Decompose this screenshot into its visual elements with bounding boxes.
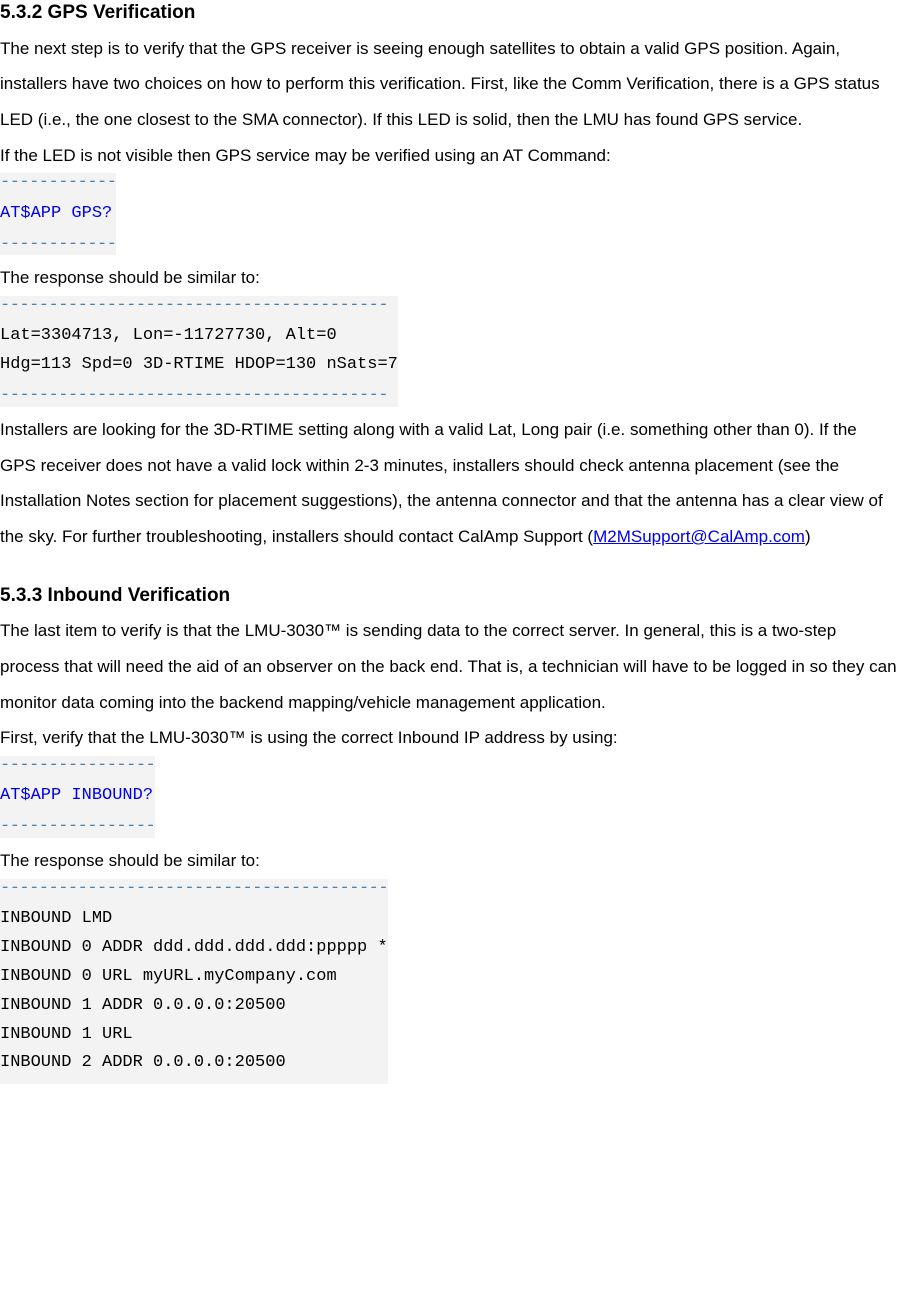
inbound-intro-para: The last item to verify is that the LMU-…	[0, 613, 897, 720]
inbound-response-line5: INBOUND 1 URL	[0, 1021, 388, 1050]
code-border-bottom: ------------	[0, 235, 116, 255]
inbound-verify-para: First, verify that the LMU-3030™ is usin…	[0, 720, 897, 756]
section-heading-gps: 5.3.2 GPS Verification	[0, 0, 897, 27]
code-border-top: ----------------------------------------	[0, 879, 388, 899]
code-border-top: ----------------------------------------	[0, 296, 398, 316]
gps-response-line1: Lat=3304713, Lon=-11727730, Alt=0	[0, 322, 398, 351]
code-border-top: ------------	[0, 173, 116, 193]
section-heading-inbound: 5.3.3 Inbound Verification	[0, 583, 897, 610]
inbound-response-block: ----------------------------------------…	[0, 879, 388, 1085]
inbound-response-line4: INBOUND 1 ADDR 0.0.0.0:20500	[0, 992, 388, 1021]
gps-command-block: ------------ AT$APP GPS? ------------	[0, 173, 116, 255]
code-border-bottom: ----------------	[0, 817, 155, 837]
gps-troubleshoot-after: )	[805, 527, 811, 546]
inbound-response-line1: INBOUND LMD	[0, 905, 388, 934]
gps-response-content: Lat=3304713, Lon=-11727730, Alt=0 Hdg=11…	[0, 316, 398, 386]
gps-troubleshoot-para: Installers are looking for the 3D-RTIME …	[0, 412, 897, 555]
inbound-command-block: ---------------- AT$APP INBOUND? -------…	[0, 756, 155, 838]
gps-response-line2: Hdg=113 Spd=0 3D-RTIME HDOP=130 nSats=7	[0, 351, 398, 380]
gps-at-command: AT$APP GPS?	[0, 194, 116, 235]
inbound-response-line2: INBOUND 0 ADDR ddd.ddd.ddd.ddd:ppppp *	[0, 934, 388, 963]
section-spacer	[0, 555, 897, 583]
gps-response-label: The response should be similar to:	[0, 260, 897, 296]
code-border-top: ----------------	[0, 756, 155, 776]
gps-intro-para: The next step is to verify that the GPS …	[0, 31, 897, 138]
inbound-response-label: The response should be similar to:	[0, 843, 897, 879]
inbound-response-line6: INBOUND 2 ADDR 0.0.0.0:20500	[0, 1049, 388, 1078]
gps-response-block: ----------------------------------------…	[0, 296, 398, 407]
inbound-response-content: INBOUND LMD INBOUND 0 ADDR ddd.ddd.ddd.d…	[0, 899, 388, 1084]
inbound-at-command: AT$APP INBOUND?	[0, 776, 155, 817]
code-border-bottom: ----------------------------------------	[0, 386, 398, 406]
gps-led-para: If the LED is not visible then GPS servi…	[0, 138, 897, 174]
inbound-response-line3: INBOUND 0 URL myURL.myCompany.com	[0, 963, 388, 992]
support-email-link[interactable]: M2MSupport@CalAmp.com	[593, 527, 805, 546]
